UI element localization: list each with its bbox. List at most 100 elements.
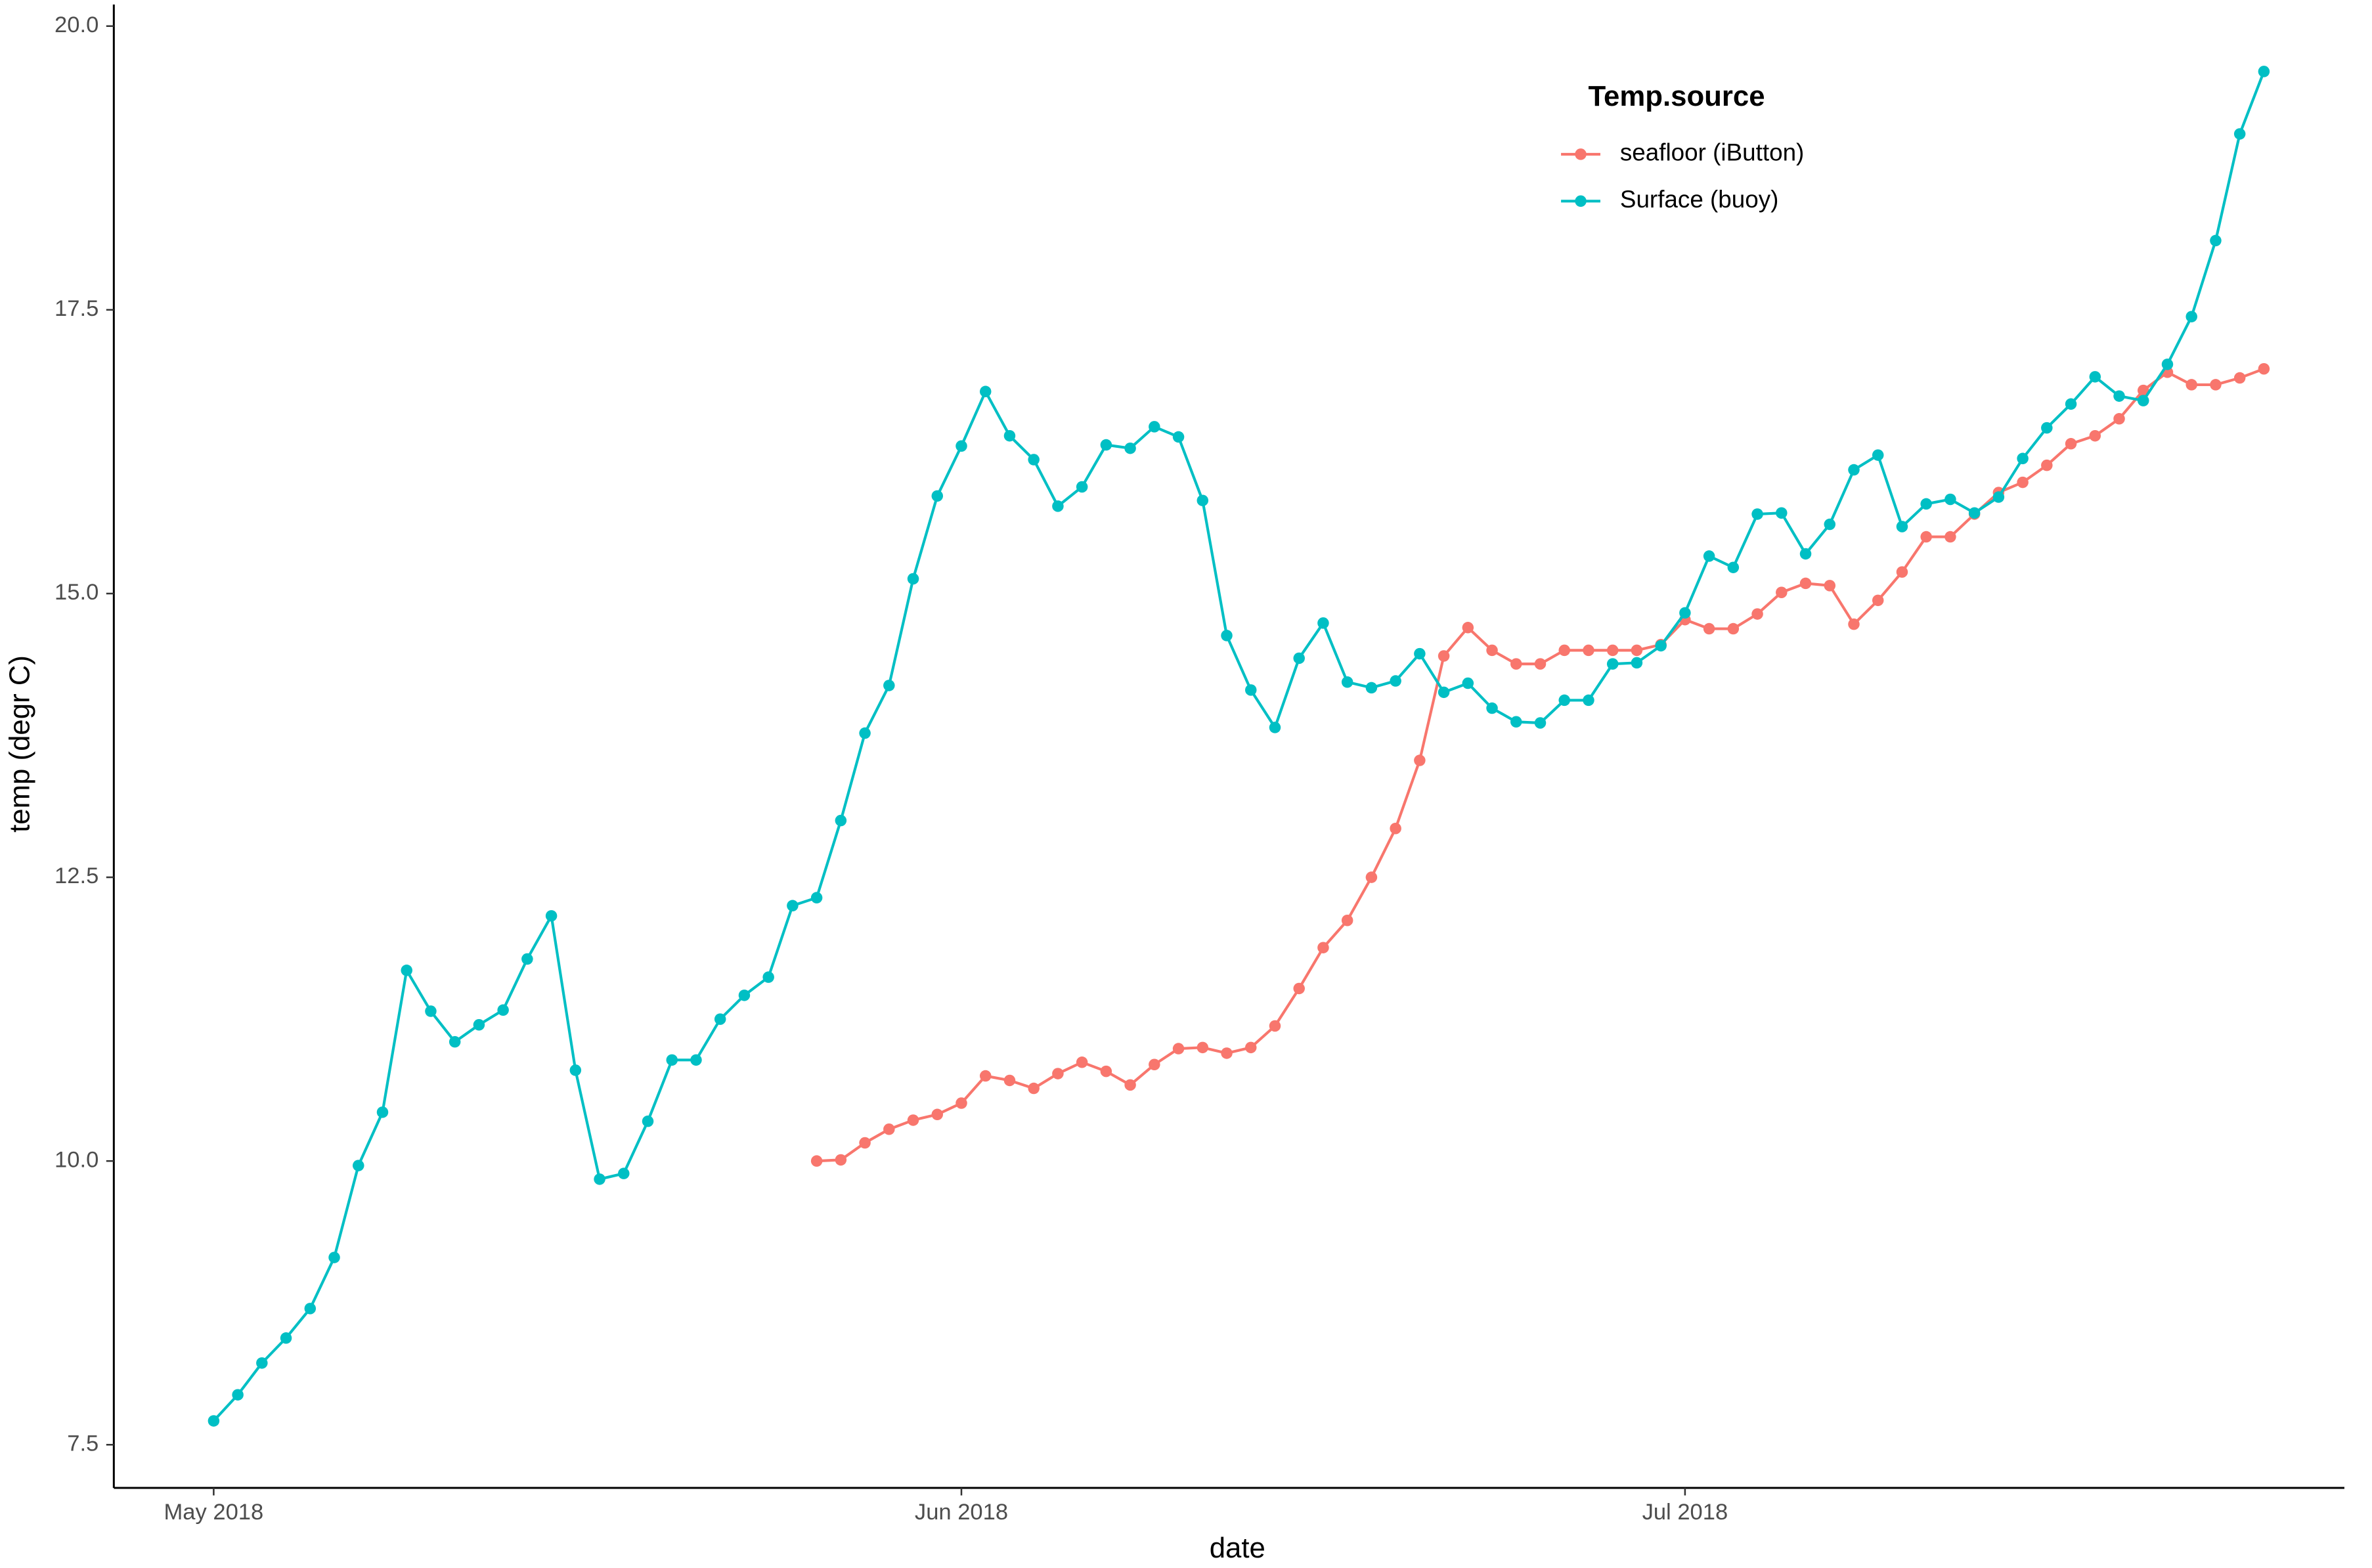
data-point [1076, 1056, 1088, 1068]
data-point [2185, 311, 2197, 322]
data-point [2210, 379, 2222, 391]
data-point [1221, 630, 1233, 642]
data-point [1390, 822, 1401, 835]
data-point [2113, 413, 2125, 425]
data-point [1631, 644, 1643, 657]
data-point [1920, 531, 1932, 543]
y-tick-label: 17.5 [55, 296, 99, 321]
data-point [1414, 754, 1426, 766]
data-point [328, 1252, 340, 1263]
data-point [1100, 439, 1112, 451]
data-point [1824, 518, 1836, 531]
data-point [1365, 871, 1378, 883]
data-point [1462, 677, 1474, 689]
data-point [907, 573, 919, 585]
data-point [1486, 702, 1498, 714]
data-point [1799, 577, 1812, 590]
data-point [1462, 622, 1474, 634]
data-point [2041, 459, 2053, 471]
data-point [883, 680, 895, 691]
data-point [2017, 452, 2029, 465]
data-point [425, 1005, 437, 1017]
data-point [353, 1160, 364, 1171]
data-point [1848, 464, 1860, 476]
data-point [787, 900, 799, 912]
data-point [1438, 686, 1450, 699]
data-point [2137, 384, 2149, 397]
y-tick-label: 20.0 [55, 12, 99, 37]
data-point [1655, 640, 1667, 652]
data-point [1896, 566, 1908, 578]
data-point [1679, 607, 1691, 619]
data-point [569, 1064, 582, 1076]
data-point [449, 1035, 461, 1048]
data-point [1824, 580, 1836, 592]
data-point [979, 1070, 992, 1082]
data-point [955, 1097, 967, 1109]
data-point [2233, 128, 2246, 140]
data-point [1968, 507, 1981, 519]
data-point [232, 1389, 244, 1401]
data-point [642, 1115, 654, 1127]
data-point [738, 990, 751, 1001]
data-point [690, 1054, 702, 1066]
x-tick-label: Jun 2018 [915, 1500, 1008, 1525]
data-point [1197, 1041, 1209, 1054]
data-point [208, 1415, 220, 1427]
legend-marker [1575, 148, 1587, 160]
data-point [1124, 442, 1136, 454]
data-point [1799, 548, 1812, 560]
data-point [2065, 438, 2077, 450]
y-tick-label: 12.5 [55, 863, 99, 888]
data-point [859, 1137, 871, 1149]
data-point [1028, 1082, 1040, 1095]
data-point [1293, 982, 1305, 995]
data-point [1992, 491, 2005, 503]
data-point [1776, 586, 1788, 598]
data-point [1486, 644, 1498, 657]
data-point [2258, 66, 2270, 77]
data-point [1149, 1058, 1160, 1071]
data-point [2137, 395, 2149, 406]
data-point [1245, 1041, 1257, 1054]
data-point [931, 490, 944, 502]
data-point [714, 1013, 726, 1025]
data-point [1028, 454, 1040, 466]
x-tick-label: May 2018 [164, 1500, 264, 1525]
data-point [1293, 652, 1305, 664]
data-point [1534, 658, 1547, 670]
data-point [810, 1155, 823, 1167]
data-point [1341, 914, 1353, 926]
data-point [618, 1167, 630, 1179]
x-axis-title: date [1210, 1532, 1265, 1564]
data-point [2210, 234, 2222, 247]
data-point [1776, 507, 1788, 519]
data-point [2161, 359, 2174, 370]
data-point [2065, 398, 2077, 410]
data-point [1751, 508, 1763, 520]
data-point [1703, 550, 1715, 562]
data-point [1896, 521, 1908, 533]
data-point [666, 1054, 678, 1066]
data-point [1872, 449, 1884, 461]
data-point [376, 1106, 389, 1118]
data-point [1583, 644, 1594, 657]
data-point [1149, 421, 1160, 433]
data-point [1751, 608, 1763, 620]
data-point [1221, 1047, 1233, 1059]
data-point [1727, 561, 1740, 573]
data-point [497, 1004, 509, 1016]
data-point [1534, 717, 1547, 729]
data-point [1124, 1079, 1136, 1091]
data-point [1944, 493, 1956, 506]
y-tick-label: 15.0 [55, 580, 99, 605]
data-point [1920, 498, 1932, 510]
data-point [2041, 422, 2053, 434]
legend-marker [1575, 195, 1587, 207]
data-point [1848, 618, 1860, 630]
data-point [1606, 658, 1619, 670]
data-point [1510, 716, 1522, 728]
legend-title: Temp.source [1589, 80, 1765, 112]
